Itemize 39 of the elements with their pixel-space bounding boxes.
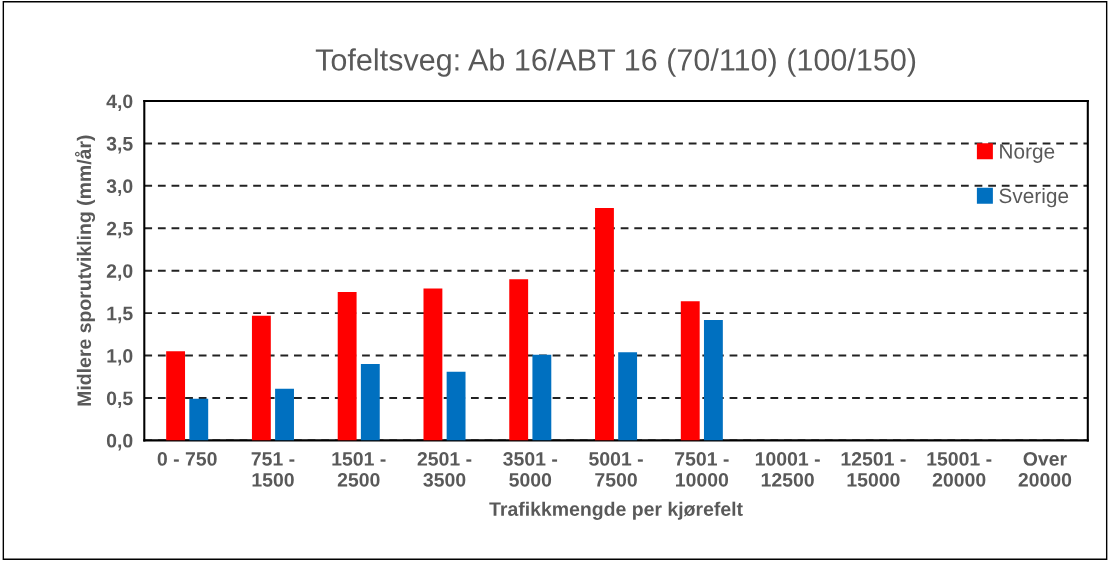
bar — [595, 207, 614, 441]
y-tick-label: 2,5 — [106, 221, 133, 239]
bar — [703, 319, 723, 441]
y-tick-label: 2,0 — [106, 264, 133, 281]
y-tick-label: 0,0 — [106, 433, 133, 451]
bar — [618, 352, 638, 441]
x-tick-label: 12501 - 15000 — [841, 452, 906, 487]
bar — [275, 388, 294, 441]
bar — [423, 288, 443, 441]
y-tick-label: 4,0 — [106, 94, 133, 112]
x-tick-label: 10001 - 12500 — [755, 452, 820, 487]
x-tick-label: Over 20000 — [1018, 452, 1072, 487]
bar — [189, 398, 209, 441]
x-tick-label: 15001 - 20000 — [927, 452, 992, 487]
x-tick-label: 1501 - 2500 — [332, 452, 386, 487]
bar — [446, 371, 466, 441]
y-tick-label: 1,5 — [107, 306, 133, 324]
x-tick-label: 5001 - 7500 — [589, 452, 643, 487]
chart-title: Tofeltsveg: Ab 16/ABT 16 (70/110) (100/150) — [315, 48, 916, 77]
y-tick-label: 3,5 — [106, 136, 133, 154]
x-tick-label: 2501 - 3500 — [417, 452, 472, 487]
x-tick-label: 7501 - 10000 — [675, 452, 729, 487]
x-tick-label: 3501 - 5000 — [503, 452, 558, 487]
bar — [360, 364, 380, 441]
y-tick-label: 0,5 — [106, 391, 133, 409]
bar — [166, 351, 186, 441]
bar — [251, 315, 271, 441]
x-tick-label: 751 - 1500 — [251, 452, 295, 487]
x-tick-label: 0 - 750 — [157, 452, 217, 466]
y-axis-title: Midlere sporutvikling (mm/år) — [74, 135, 96, 406]
bar — [680, 301, 700, 441]
y-tick-label: 3,0 — [106, 179, 133, 196]
x-axis-title: Trafikkmengde per kjørefelt — [489, 501, 743, 520]
legend-label: Norge — [1000, 144, 1055, 163]
bar — [337, 291, 357, 441]
bar — [532, 354, 552, 441]
legend-label: Sverige — [999, 187, 1069, 208]
bar — [509, 279, 529, 441]
y-tick-label: 1,0 — [107, 349, 133, 366]
